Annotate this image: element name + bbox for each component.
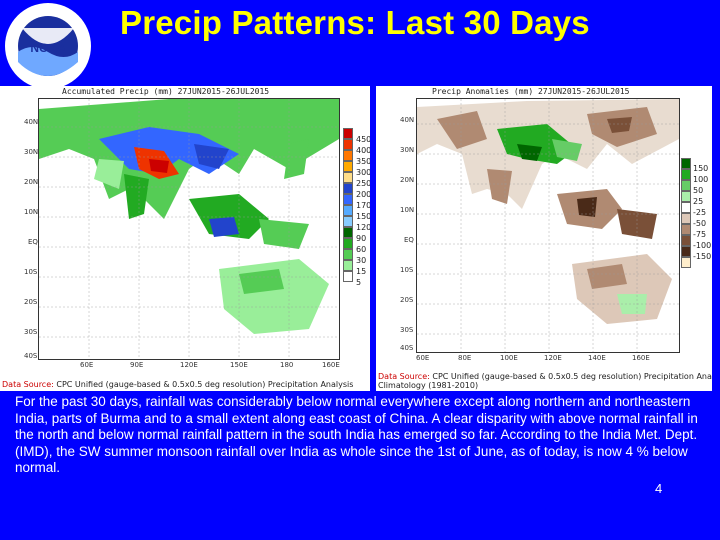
right-lat-label: EQ bbox=[404, 236, 414, 244]
right-climatology: Climatology (1981-2010) bbox=[378, 381, 479, 390]
slide-title: Precip Patterns: Last 30 Days bbox=[120, 4, 590, 41]
right-legend-value: -150 bbox=[693, 252, 712, 261]
right-legend-value: -50 bbox=[693, 219, 707, 228]
right-lat-label: 10S bbox=[400, 266, 414, 274]
right-source-key: Data Source: bbox=[378, 372, 430, 381]
right-color-legend bbox=[681, 158, 691, 268]
left-lat-label: 30S bbox=[24, 328, 38, 336]
left-lat-label: 30N bbox=[24, 148, 39, 156]
left-legend-swatch bbox=[343, 205, 353, 216]
right-lat-label: 30S bbox=[400, 326, 414, 334]
left-legend-swatch bbox=[343, 194, 353, 205]
left-lat-label: 20N bbox=[24, 178, 39, 186]
right-legend-swatch bbox=[681, 158, 691, 169]
left-lon-label: 120E bbox=[180, 361, 198, 369]
left-legend-value: 30 bbox=[356, 256, 367, 265]
left-legend-value: 60 bbox=[356, 245, 367, 254]
left-legend-value: 350 bbox=[356, 157, 370, 166]
right-lon-label: 140E bbox=[588, 354, 606, 362]
noaa-logo: NOAA bbox=[2, 2, 94, 90]
right-legend-swatch bbox=[681, 213, 691, 224]
left-lon-label: 90E bbox=[130, 361, 144, 369]
right-legend-swatch bbox=[681, 246, 691, 257]
left-legend-swatch bbox=[343, 183, 353, 194]
left-legend-swatch bbox=[343, 249, 353, 260]
left-legend-swatch bbox=[343, 161, 353, 172]
left-legend-swatch bbox=[343, 139, 353, 150]
left-lat-label: 40S bbox=[24, 352, 38, 360]
left-legend-swatch bbox=[343, 271, 353, 282]
noaa-logo-text: NOAA bbox=[30, 41, 66, 55]
left-color-legend bbox=[343, 128, 353, 282]
left-legend-value: 90 bbox=[356, 234, 367, 243]
left-legend-swatch bbox=[343, 128, 353, 139]
left-legend-value: 120 bbox=[356, 223, 370, 232]
left-lon-label: 60E bbox=[80, 361, 94, 369]
right-legend-value: 50 bbox=[693, 186, 704, 195]
left-legend-swatch bbox=[343, 150, 353, 161]
right-legend-value: -100 bbox=[693, 241, 712, 250]
accumulated-precip-map bbox=[38, 98, 340, 360]
left-legend-swatch bbox=[343, 172, 353, 183]
left-legend-value: 15 bbox=[356, 267, 367, 276]
right-lat-label: 40N bbox=[400, 116, 415, 124]
right-legend-swatch bbox=[681, 180, 691, 191]
right-legend-swatch bbox=[681, 169, 691, 180]
left-lat-label: 20S bbox=[24, 298, 38, 306]
left-legend-value: 300 bbox=[356, 168, 370, 177]
page-number: 4 bbox=[655, 481, 663, 496]
left-lat-label: 40N bbox=[24, 118, 39, 126]
right-legend-swatch bbox=[681, 257, 691, 268]
right-source-text: CPC Unified (gauge-based & 0.5x0.5 deg r… bbox=[429, 372, 712, 381]
right-lat-label: 40S bbox=[400, 344, 414, 352]
right-legend-value: 150 bbox=[693, 164, 709, 173]
right-legend-value: -75 bbox=[693, 230, 707, 239]
right-lat-label: 20N bbox=[400, 176, 415, 184]
right-lon-label: 100E bbox=[500, 354, 518, 362]
right-panel-header: Precip Anomalies (mm) 27JUN2015-26JUL201… bbox=[432, 87, 630, 96]
right-lat-label: 20S bbox=[400, 296, 414, 304]
left-panel-header: Accumulated Precip (mm) 27JUN2015-26JUL2… bbox=[62, 87, 270, 96]
right-legend-value: 25 bbox=[693, 197, 704, 206]
left-lat-label: 10S bbox=[24, 268, 38, 276]
precip-anomaly-map bbox=[416, 98, 680, 353]
left-legend-value: 170 bbox=[356, 201, 370, 210]
right-legend-swatch bbox=[681, 191, 691, 202]
left-legend-swatch bbox=[343, 216, 353, 227]
right-legend-swatch bbox=[681, 202, 691, 213]
left-legend-value: 450 bbox=[356, 135, 370, 144]
right-legend-value: 100 bbox=[693, 175, 709, 184]
slide-body-text: For the past 30 days, rainfall was consi… bbox=[15, 394, 698, 475]
left-legend-swatch bbox=[343, 260, 353, 271]
right-legend-value: -25 bbox=[693, 208, 707, 217]
left-lat-label: EQ bbox=[28, 238, 38, 246]
right-legend-swatch bbox=[681, 235, 691, 246]
left-source-key: Data Source: bbox=[2, 380, 54, 389]
left-lon-label: 160E bbox=[322, 361, 340, 369]
left-lon-label: 180 bbox=[280, 361, 294, 369]
left-lon-label: 150E bbox=[230, 361, 248, 369]
precip-anomaly-panel: Precip Anomalies (mm) 27JUN2015-26JUL201… bbox=[376, 86, 712, 391]
right-lon-label: 80E bbox=[458, 354, 472, 362]
right-data-source: Data Source: CPC Unified (gauge-based & … bbox=[378, 372, 712, 390]
right-lon-label: 120E bbox=[544, 354, 562, 362]
left-lat-label: 10N bbox=[24, 208, 39, 216]
right-lon-label: 160E bbox=[632, 354, 650, 362]
left-legend-swatch bbox=[343, 238, 353, 249]
left-legend-swatch bbox=[343, 227, 353, 238]
left-data-source: Data Source: CPC Unified (gauge-based & … bbox=[2, 380, 353, 389]
right-legend-labels: 150 100 50 25 -25 -50 -75 -100 -150 bbox=[693, 163, 711, 262]
left-legend-value: 200 bbox=[356, 190, 370, 199]
left-source-text: CPC Unified (gauge-based & 0.5x0.5 deg r… bbox=[53, 380, 354, 389]
left-legend-value: 250 bbox=[356, 179, 370, 188]
accumulated-precip-panel: Accumulated Precip (mm) 27JUN2015-26JUL2… bbox=[0, 86, 370, 391]
right-lat-label: 10N bbox=[400, 206, 415, 214]
left-legend-labels: 450 400 350 300 250 200 170 150 120 90 60 30 15 5 bbox=[356, 134, 370, 288]
left-legend-value: 5 bbox=[356, 278, 362, 287]
right-lat-label: 30N bbox=[400, 146, 415, 154]
left-legend-value: 400 bbox=[356, 146, 370, 155]
right-legend-swatch bbox=[681, 224, 691, 235]
right-lon-label: 60E bbox=[416, 354, 430, 362]
left-legend-value: 150 bbox=[356, 212, 370, 221]
